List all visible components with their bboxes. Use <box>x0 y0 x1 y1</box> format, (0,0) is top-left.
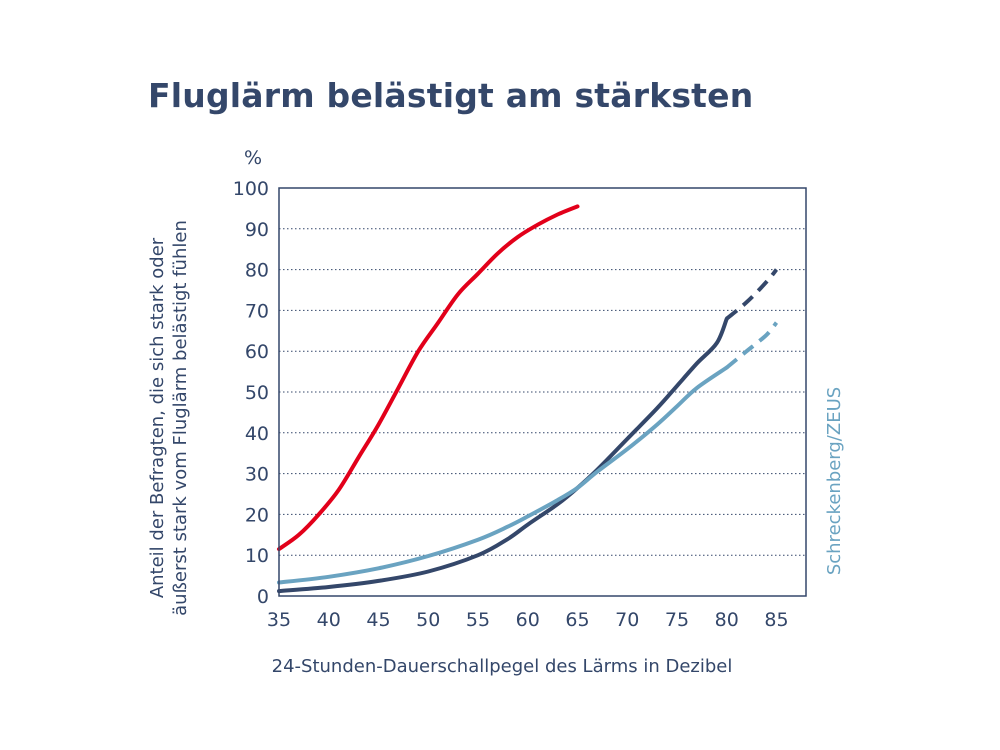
x-tick-40: 40 <box>317 609 341 631</box>
x-tick-75: 75 <box>665 609 689 631</box>
series-lines <box>277 204 779 594</box>
y-axis-title-line2: äußerst stark vom Fluglärm belästigt füh… <box>170 220 191 616</box>
x-tick-labels: 35 40 45 50 55 60 65 70 75 80 85 <box>267 609 789 631</box>
series-line-2 <box>277 316 729 594</box>
x-tick-35: 35 <box>267 609 291 631</box>
x-tick-70: 70 <box>615 609 639 631</box>
y-tick-20: 20 <box>245 504 269 526</box>
y-tick-labels: 0 10 20 30 40 50 60 70 80 90 100 <box>233 178 269 608</box>
y-unit-label: % <box>244 147 262 169</box>
y-tick-40: 40 <box>245 423 269 445</box>
series-line-1 <box>277 204 580 552</box>
y-tick-50: 50 <box>245 382 269 404</box>
plot-frame <box>278 187 807 597</box>
chart-title: Fluglärm belästigt am stärksten <box>148 76 754 115</box>
series-line-3-dashed <box>725 321 779 370</box>
y-tick-80: 80 <box>245 260 269 282</box>
source-credit: Schreckenberg/ZEUS <box>824 387 845 575</box>
x-tick-60: 60 <box>516 609 540 631</box>
series-line-2-dashed <box>725 268 779 321</box>
x-tick-80: 80 <box>715 609 739 631</box>
x-tick-45: 45 <box>366 609 390 631</box>
y-tick-60: 60 <box>245 341 269 363</box>
x-tick-50: 50 <box>416 609 440 631</box>
y-tick-90: 90 <box>245 219 269 241</box>
y-tick-10: 10 <box>245 545 269 567</box>
y-tick-70: 70 <box>245 300 269 322</box>
x-axis-title: 24-Stunden-Dauerschallpegel des Lärms in… <box>272 656 733 677</box>
y-tick-30: 30 <box>245 464 269 486</box>
x-tick-85: 85 <box>764 609 788 631</box>
y-tick-100: 100 <box>233 178 269 200</box>
x-tick-65: 65 <box>565 609 589 631</box>
series-line-3 <box>277 365 729 585</box>
y-tick-0: 0 <box>257 586 269 608</box>
x-tick-55: 55 <box>466 609 490 631</box>
y-axis-title-line1: Anteil der Befragten, die sich stark ode… <box>147 237 168 598</box>
